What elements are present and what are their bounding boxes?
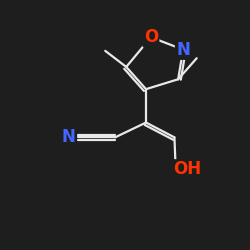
Text: O: O — [144, 28, 158, 46]
Text: N: N — [62, 128, 76, 146]
Text: OH: OH — [173, 160, 201, 178]
Text: N: N — [176, 40, 190, 58]
